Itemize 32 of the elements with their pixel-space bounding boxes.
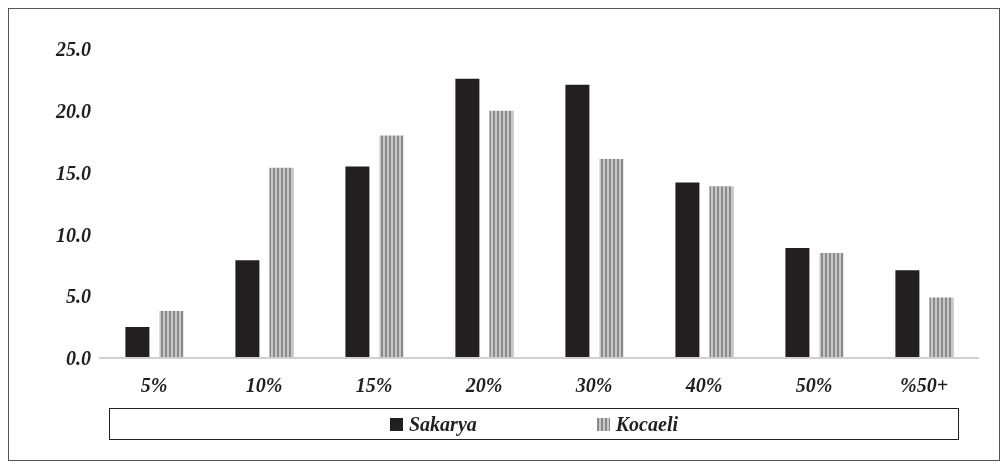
legend-label: Kocaeli — [614, 412, 678, 436]
y-tick-label: 25.0 — [55, 38, 91, 61]
x-tick-label: 40% — [684, 374, 723, 397]
bar — [565, 84, 590, 358]
bar — [455, 78, 480, 358]
bar — [159, 311, 184, 358]
y-tick-label: 15.0 — [56, 161, 91, 184]
y-tick-label: 20.0 — [55, 99, 91, 122]
bar — [819, 252, 844, 358]
bar — [599, 159, 624, 358]
x-tick-label: 50% — [795, 374, 833, 397]
x-tick-label: 20% — [464, 374, 503, 397]
x-tick-label: %50+ — [899, 374, 949, 397]
y-tick-label: 5.0 — [66, 285, 91, 308]
x-tick-label: 5% — [140, 374, 168, 397]
bar — [235, 260, 260, 358]
bar — [675, 182, 700, 358]
legend-label: Sakarya — [408, 412, 477, 436]
bar — [929, 297, 954, 358]
bar — [489, 110, 514, 358]
bar — [709, 186, 734, 358]
y-tick-label: 10.0 — [56, 223, 91, 246]
bar — [345, 166, 370, 358]
bar — [269, 167, 294, 358]
x-tick-label: 30% — [574, 374, 613, 397]
y-tick-label: 0.0 — [66, 347, 91, 370]
x-tick-label: 15% — [355, 374, 393, 397]
bar — [785, 248, 810, 358]
bar — [379, 135, 404, 358]
bar — [125, 327, 150, 358]
bar — [895, 270, 920, 358]
x-tick-label: 10% — [245, 374, 283, 397]
